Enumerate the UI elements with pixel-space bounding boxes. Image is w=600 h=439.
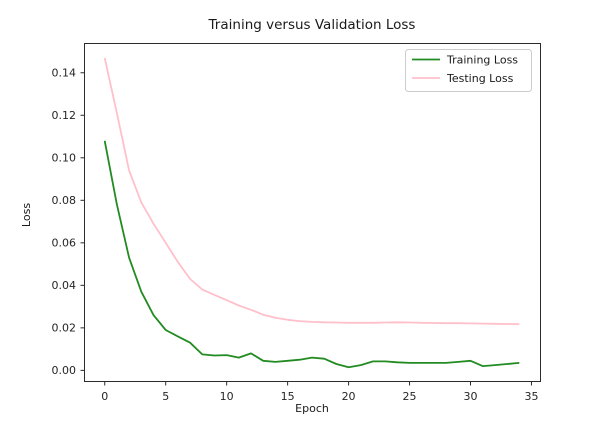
chart-title: Training versus Validation Loss <box>208 17 416 33</box>
y-tick-label: 0.10 <box>52 152 77 165</box>
legend-label-testing: Testing Loss <box>446 72 514 85</box>
axes-frame <box>84 43 541 382</box>
legend: Training Loss Testing Loss <box>405 49 532 92</box>
training-loss-line <box>103 140 520 369</box>
y-axis-label: Loss <box>20 203 33 227</box>
x-tick-label: 5 <box>162 390 169 403</box>
plot-area: 0 5 10 15 20 25 30 35 0.00 0.02 0.04 0.06 0.08 0.10 0.… <box>52 43 541 403</box>
testing-loss-line <box>103 57 520 326</box>
y-tick-label: 0.06 <box>52 237 77 250</box>
y-tick-label: 0.14 <box>52 67 77 80</box>
legend-label-training: Training Loss <box>446 54 518 67</box>
x-axis-label: Epoch <box>295 402 329 415</box>
x-tick-label: 35 <box>524 390 538 403</box>
y-tick-label: 0.02 <box>52 322 77 335</box>
y-tick-label: 0.00 <box>52 364 77 377</box>
x-tick-label: 20 <box>342 390 356 403</box>
x-tick-label: 15 <box>281 390 295 403</box>
y-tick-label: 0.08 <box>52 194 77 207</box>
y-tick-label: 0.12 <box>52 109 77 122</box>
x-tick-label: 30 <box>464 390 478 403</box>
x-tick-label: 0 <box>101 390 108 403</box>
y-tick-label: 0.04 <box>52 279 77 292</box>
x-tick-label: 10 <box>220 390 234 403</box>
x-tick-label: 25 <box>403 390 417 403</box>
